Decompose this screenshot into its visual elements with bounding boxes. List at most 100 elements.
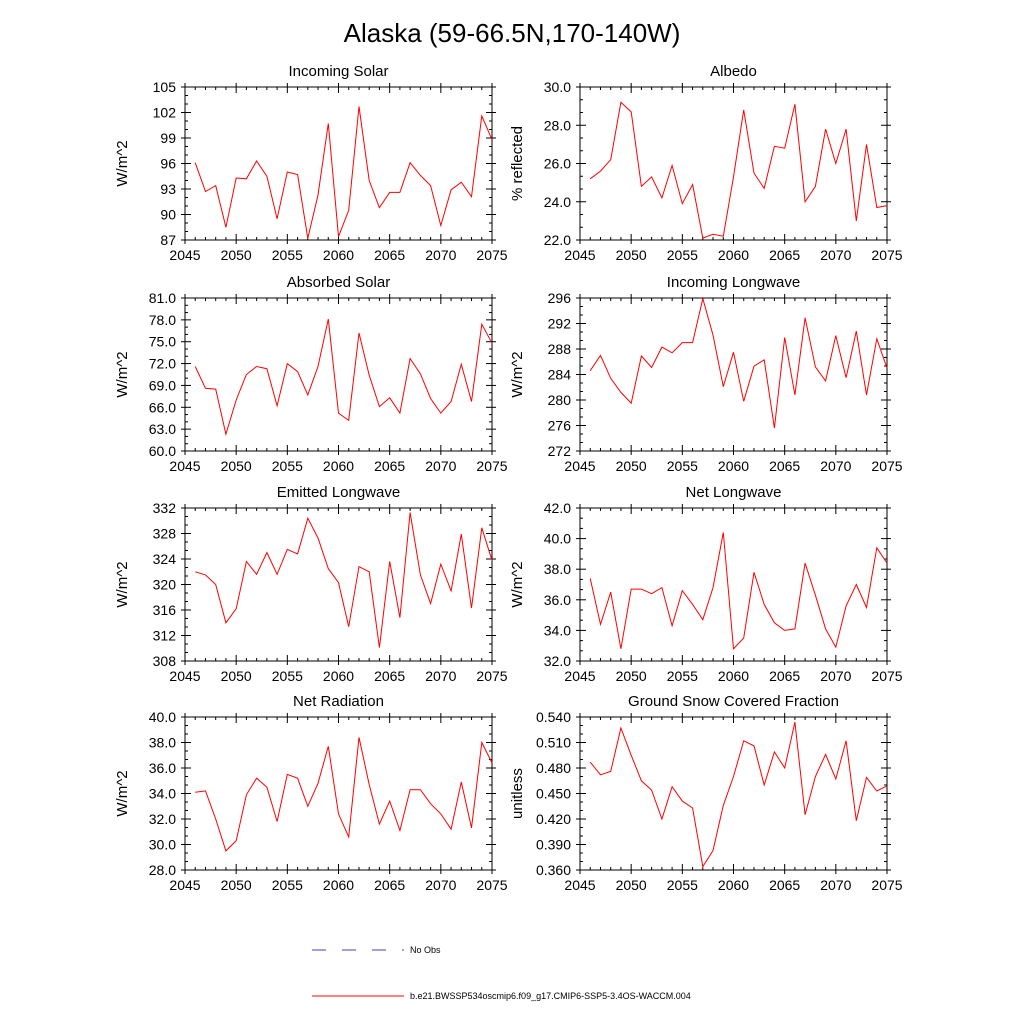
y-axis-label: % reflected (509, 126, 526, 201)
plot-frame (579, 86, 888, 241)
series-line (589, 721, 888, 868)
y-tick-label: 38.0 (544, 561, 571, 577)
x-tick-label: 2045 (169, 458, 200, 474)
y-tick-label: 0.510 (536, 735, 571, 751)
x-tick-label: 2055 (667, 877, 698, 893)
x-tick-label: 2060 (718, 668, 749, 684)
series-line (589, 532, 888, 650)
figure-title: Alaska (59-66.5N,170-140W) (344, 18, 681, 48)
panels: Incoming Solar 87 90 93 96 99 102 105 2045 2050 20… (114, 63, 903, 893)
x-tick-label: 2065 (374, 458, 405, 474)
panel-title: Net Longwave (686, 484, 782, 501)
y-tick-label: 78.0 (149, 312, 176, 328)
y-tick-label: 0.450 (536, 786, 571, 802)
panel-title: Albedo (710, 63, 757, 80)
y-tick-label: 32.0 (149, 811, 176, 827)
x-tick-label: 2070 (820, 247, 851, 263)
series-line (195, 512, 493, 648)
y-tick-label: 0.540 (536, 709, 571, 725)
plot-frame (579, 507, 888, 662)
x-tick-label: 2045 (169, 668, 200, 684)
y-tick-label: 308 (153, 653, 177, 669)
x-tick-label: 2045 (169, 877, 200, 893)
x-tick-label: 2065 (374, 247, 405, 263)
chart-panel: Incoming Solar 87 90 93 96 99 102 105 2045 2050 20… (114, 63, 508, 263)
y-tick-label: 32.0 (544, 653, 571, 669)
y-tick-label: 0.480 (536, 760, 571, 776)
x-tick-label: 2060 (718, 877, 749, 893)
y-tick-label: 36.0 (544, 592, 571, 608)
y-axis-label: unitless (509, 768, 526, 819)
chart-panel: Emitted Longwave 308 312 316 320 324 328 332 204… (114, 484, 508, 684)
chart-panel: Absorbed Solar 60.0 63.0 66.0 69.0 72.0 75.0 78… (114, 274, 508, 474)
y-tick-label: 105 (153, 79, 177, 95)
panel-title: Net Radiation (293, 693, 384, 710)
plot-frame (184, 297, 493, 452)
y-tick-label: 40.0 (544, 531, 571, 547)
y-tick-label: 72.0 (149, 356, 176, 372)
y-tick-label: 30.0 (149, 837, 176, 853)
y-tick-label: 0.420 (536, 811, 571, 827)
y-axis-label: W/m^2 (114, 140, 131, 186)
y-tick-label: 60.0 (149, 443, 176, 459)
y-tick-label: 280 (548, 392, 572, 408)
x-tick-label: 2045 (169, 247, 200, 263)
x-tick-label: 2050 (616, 458, 647, 474)
panel-title: Incoming Longwave (667, 274, 800, 291)
x-tick-label: 2045 (564, 668, 595, 684)
x-tick-label: 2045 (564, 877, 595, 893)
x-tick-label: 2070 (425, 458, 456, 474)
y-tick-label: 102 (153, 105, 177, 121)
plot-frame (184, 716, 493, 871)
x-tick-label: 2055 (272, 877, 303, 893)
plot-frame (579, 297, 888, 452)
y-tick-label: 99 (160, 130, 176, 146)
x-tick-label: 2050 (616, 247, 647, 263)
x-tick-label: 2060 (323, 668, 354, 684)
panel-title: Ground Snow Covered Fraction (628, 693, 839, 710)
x-tick-label: 2045 (564, 247, 595, 263)
x-tick-label: 2075 (871, 877, 902, 893)
panel-title: Absorbed Solar (287, 274, 390, 291)
x-tick-label: 2065 (769, 458, 800, 474)
x-tick-label: 2075 (476, 458, 507, 474)
series-line (195, 737, 493, 852)
y-axis-label: W/m^2 (114, 561, 131, 607)
y-tick-label: 332 (153, 500, 177, 516)
x-tick-label: 2045 (564, 458, 595, 474)
y-tick-label: 0.360 (536, 862, 571, 878)
y-tick-label: 34.0 (544, 622, 571, 638)
plot-frame (184, 86, 493, 241)
y-tick-label: 96 (160, 156, 176, 172)
y-tick-label: 22.0 (544, 232, 571, 248)
x-tick-label: 2060 (323, 877, 354, 893)
y-tick-label: 26.0 (544, 156, 571, 172)
x-tick-label: 2055 (272, 247, 303, 263)
x-tick-label: 2050 (616, 668, 647, 684)
plot-frame (579, 716, 888, 871)
x-tick-label: 2075 (476, 668, 507, 684)
x-tick-label: 2050 (616, 877, 647, 893)
x-tick-label: 2055 (272, 668, 303, 684)
y-tick-label: 28.0 (149, 862, 176, 878)
x-tick-label: 2060 (323, 247, 354, 263)
y-tick-label: 75.0 (149, 334, 176, 350)
chart-panel: Albedo 22.0 24.0 26.0 28.0 30.0 2045 2050 2055 20… (509, 63, 903, 263)
x-tick-label: 2075 (871, 458, 902, 474)
x-tick-label: 2065 (374, 877, 405, 893)
x-tick-label: 2070 (425, 247, 456, 263)
y-tick-label: 320 (153, 577, 177, 593)
y-tick-label: 296 (548, 290, 572, 306)
y-tick-label: 28.0 (544, 117, 571, 133)
y-tick-label: 328 (153, 526, 177, 542)
legend: No Obs b.e21.BWSSP534oscmip6.f09_g17.CMI… (312, 945, 691, 1001)
x-tick-label: 2060 (718, 247, 749, 263)
x-tick-label: 2070 (425, 877, 456, 893)
x-tick-label: 2065 (769, 247, 800, 263)
legend-obs-label: No Obs (410, 945, 441, 955)
x-tick-label: 2070 (425, 668, 456, 684)
y-tick-label: 288 (548, 341, 572, 357)
x-tick-label: 2075 (476, 247, 507, 263)
chart-panel: Net Radiation 28.0 30.0 32.0 34.0 36.0 38.0 40.… (114, 693, 508, 893)
